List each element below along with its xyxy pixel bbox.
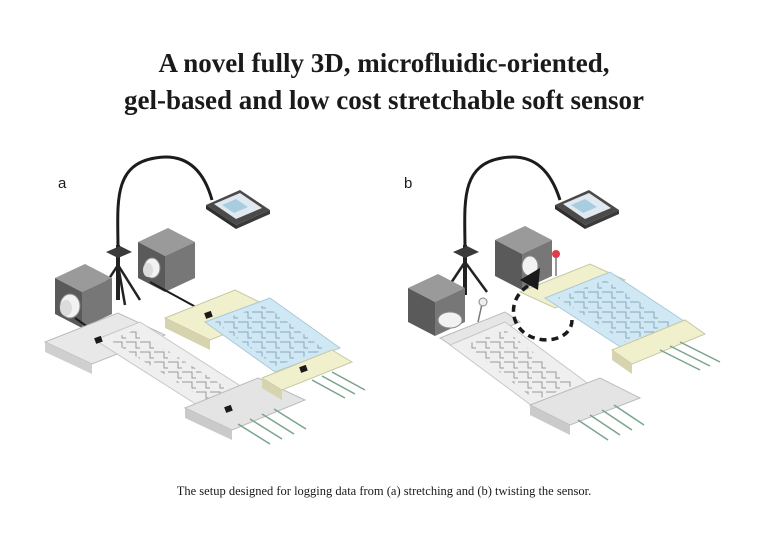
panel-b-label: b <box>404 175 413 192</box>
relaxed-sensor <box>518 263 721 374</box>
stretched-sensor <box>43 312 307 445</box>
relaxed-sensor <box>163 289 366 400</box>
marker-pin-icon <box>477 297 488 323</box>
camera-icon <box>138 228 195 292</box>
curved-arrow-icon <box>511 268 574 342</box>
panel-a-label: a <box>58 175 67 192</box>
camera-icon <box>55 264 112 328</box>
tablet-icon <box>555 190 619 229</box>
figure-title-line-2: gel-based and low cost stretchable soft … <box>124 85 644 115</box>
camera-cable <box>463 155 562 251</box>
marker-pin-icon <box>552 250 560 276</box>
camera-icon <box>408 274 465 336</box>
panel-a <box>43 155 366 445</box>
camera-cable <box>116 155 214 251</box>
tablet-icon <box>206 190 270 229</box>
panel-b <box>408 155 721 441</box>
figure-title-line-1: A novel fully 3D, microfluidic-oriented, <box>158 48 610 78</box>
twisted-sensor <box>438 311 645 441</box>
figure-caption: The setup designed for logging data from… <box>176 483 592 498</box>
